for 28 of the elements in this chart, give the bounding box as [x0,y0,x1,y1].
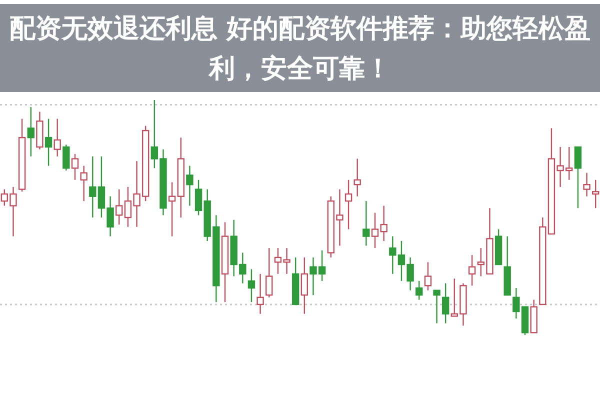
candlestick [194,179,202,216]
candlestick [433,290,440,324]
candlestick [168,182,176,237]
candlestick [54,118,61,157]
candlestick [256,273,264,314]
candlestick [362,200,370,246]
candlestick [116,188,123,226]
candlestick [27,106,34,157]
candlestick [389,236,396,274]
candlestick [300,256,308,314]
candlestick [592,179,600,209]
candlestick [354,158,361,197]
candlestick [468,254,476,286]
candlestick [416,280,423,300]
candlestick [424,262,432,291]
candlestick [44,118,52,166]
candlestick [62,144,70,172]
candlestick [583,172,590,197]
candlestick [71,153,79,180]
candlestick [442,282,450,324]
candlestick [344,179,352,230]
candlestick [248,268,256,303]
candlestick [89,156,96,218]
candlestick [186,165,194,206]
candlestick [574,146,582,209]
chart-title: 配资无效退还利息 好的配资软件推荐：助您轻松盈利，安全可靠！ [8,13,592,86]
candlestick [80,165,88,202]
candlestick [266,247,273,298]
